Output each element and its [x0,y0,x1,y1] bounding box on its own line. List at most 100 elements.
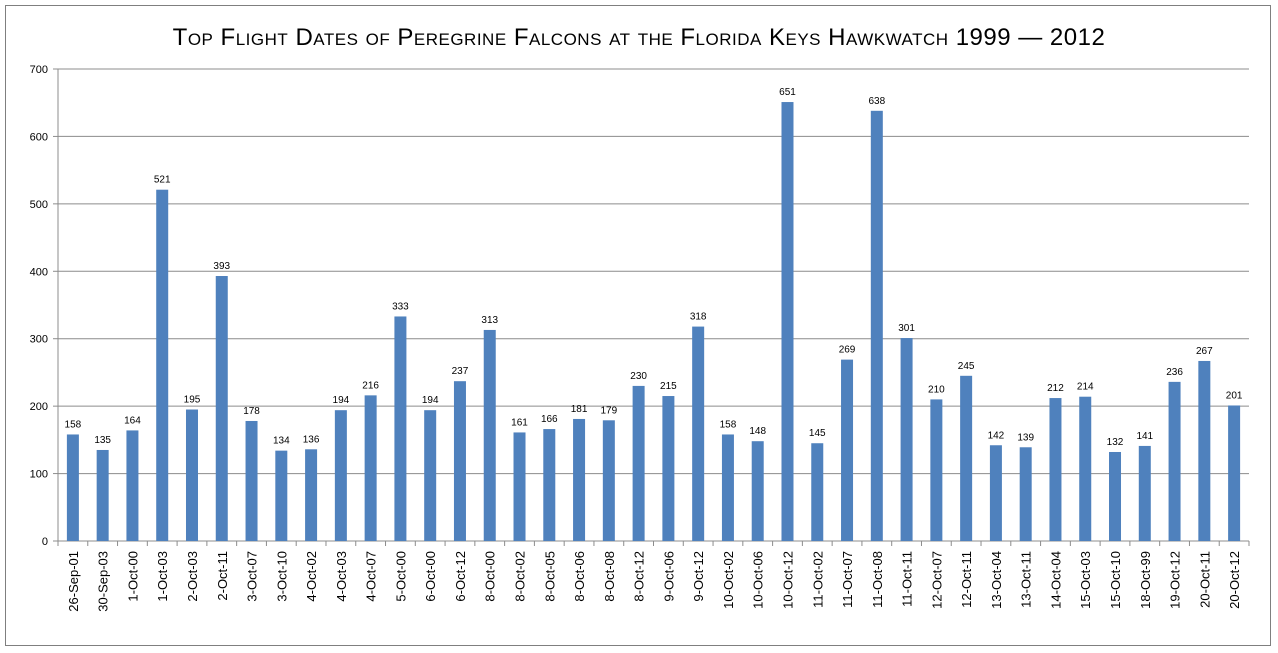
bar-11-Oct-07 [841,359,854,541]
bar-5-Oct-00 [394,316,407,541]
data-label-3-Oct-07: 178 [243,406,260,417]
bar-26-Sep-01 [66,434,79,541]
x-tick-label-9-Oct-06: 9-Oct-06 [661,551,676,602]
bar-20-Oct-12 [1228,405,1241,541]
x-tick-label-2-Oct-03: 2-Oct-03 [185,551,200,602]
bar-8-Oct-00 [483,329,496,541]
bar-8-Oct-06 [573,418,586,541]
x-tick-label-6-Oct-12: 6-Oct-12 [453,551,468,602]
data-label-3-Oct-10: 134 [273,436,290,447]
data-label-12-Oct-11: 245 [958,361,975,372]
bar-1-Oct-00 [126,430,139,541]
data-label-15-Oct-10: 132 [1107,437,1124,448]
data-label-8-Oct-02: 161 [511,417,528,428]
bar-15-Oct-03 [1079,396,1092,541]
x-tick-label-8-Oct-08: 8-Oct-08 [602,551,617,602]
data-label-5-Oct-00: 333 [392,301,409,312]
bar-14-Oct-04 [1049,398,1062,541]
x-tick-label-12-Oct-11: 12-Oct-11 [959,551,974,608]
data-label-9-Oct-12: 318 [690,312,707,323]
x-tick-label-4-Oct-03: 4-Oct-03 [334,551,349,602]
data-label-2-Oct-03: 195 [184,395,201,406]
bar-15-Oct-10 [1109,451,1122,541]
data-label-4-Oct-07: 216 [362,380,379,391]
x-tick-label-12-Oct-07: 12-Oct-07 [929,551,944,609]
data-label-1-Oct-03: 521 [154,175,171,186]
data-label-11-Oct-08: 638 [868,96,885,107]
data-label-8-Oct-00: 313 [481,315,498,326]
data-label-26-Sep-01: 158 [65,419,82,430]
x-tick-label-13-Oct-11: 13-Oct-11 [1019,551,1034,608]
bar-20-Oct-11 [1198,360,1211,541]
x-tick-label-3-Oct-10: 3-Oct-10 [274,551,289,602]
y-tick-label: 0 [42,536,48,548]
data-label-18-Oct-99: 141 [1136,431,1153,442]
x-tick-label-20-Oct-12: 20-Oct-12 [1227,551,1242,609]
x-tick-label-1-Oct-03: 1-Oct-03 [155,551,170,602]
x-tick-label-1-Oct-00: 1-Oct-00 [125,551,140,602]
y-tick-label: 200 [30,401,48,413]
x-tick-label-10-Oct-06: 10-Oct-06 [751,551,766,609]
bar-6-Oct-00 [424,410,437,541]
y-tick-label: 300 [30,334,48,346]
x-tick-label-11-Oct-11: 11-Oct-11 [900,551,915,607]
bar-10-Oct-12 [781,102,794,541]
data-label-20-Oct-11: 267 [1196,346,1213,357]
bar-12-Oct-11 [960,375,973,541]
data-label-20-Oct-12: 201 [1226,390,1243,401]
x-tick-label-9-Oct-12: 9-Oct-12 [691,551,706,602]
bar-8-Oct-12 [632,385,645,541]
bar-1-Oct-03 [156,189,169,541]
x-tick-label-18-Oct-99: 18-Oct-99 [1138,551,1153,609]
bar-19-Oct-12 [1168,381,1181,541]
data-label-8-Oct-06: 181 [571,404,588,415]
bar-3-Oct-10 [275,450,288,541]
data-label-12-Oct-07: 210 [928,384,945,395]
x-tick-label-4-Oct-07: 4-Oct-07 [364,551,379,602]
bar-10-Oct-06 [751,441,764,541]
bar-2-Oct-11 [215,276,228,541]
data-label-8-Oct-05: 166 [541,414,558,425]
bar-4-Oct-07 [364,395,377,541]
data-label-6-Oct-12: 237 [452,366,469,377]
data-label-6-Oct-00: 194 [422,395,439,406]
x-tick-label-11-Oct-07: 11-Oct-07 [840,551,855,608]
data-label-8-Oct-08: 179 [600,405,617,416]
x-tick-label-13-Oct-04: 13-Oct-04 [989,551,1004,609]
data-label-1-Oct-00: 164 [124,415,141,426]
x-tick-label-8-Oct-12: 8-Oct-12 [632,551,647,602]
bar-2-Oct-03 [185,409,198,541]
x-tick-label-2-Oct-11: 2-Oct-11 [215,551,230,601]
x-tick-label-11-Oct-02: 11-Oct-02 [810,551,825,608]
x-tick-label-8-Oct-00: 8-Oct-00 [483,551,498,602]
x-tick-label-10-Oct-12: 10-Oct-12 [780,551,795,609]
bar-3-Oct-07 [245,420,258,541]
chart-title: Top Flight Dates of Peregrine Falcons at… [172,24,1106,51]
data-label-2-Oct-11: 393 [213,261,230,272]
data-label-15-Oct-03: 214 [1077,382,1094,393]
data-label-10-Oct-02: 158 [720,419,737,430]
y-tick-label: 600 [30,131,48,143]
y-tick-label: 500 [30,199,48,211]
data-label-30-Sep-03: 135 [94,435,111,446]
bar-13-Oct-04 [989,445,1002,541]
data-label-11-Oct-02: 145 [809,428,826,439]
data-label-10-Oct-12: 651 [779,87,796,98]
data-label-8-Oct-12: 230 [630,371,647,382]
x-tick-label-3-Oct-07: 3-Oct-07 [245,551,260,602]
data-label-13-Oct-11: 139 [1017,432,1034,443]
bars [66,102,1241,541]
y-tick-label: 100 [30,469,48,481]
x-tick-label-6-Oct-00: 6-Oct-00 [423,551,438,602]
x-tick-label-5-Oct-00: 5-Oct-00 [393,551,408,602]
bar-9-Oct-06 [662,396,675,541]
bar-8-Oct-08 [602,420,615,541]
bar-8-Oct-05 [543,429,556,541]
y-tick-labels: 0 100 200 300 400 500 600 700 [30,64,48,548]
x-tick-label-20-Oct-11: 20-Oct-11 [1197,551,1212,608]
bar-4-Oct-02 [305,449,318,541]
x-tick-label-10-Oct-02: 10-Oct-02 [721,551,736,609]
x-tick-label-26-Sep-01: 26-Sep-01 [66,551,81,612]
x-tick-label-15-Oct-10: 15-Oct-10 [1108,551,1123,609]
